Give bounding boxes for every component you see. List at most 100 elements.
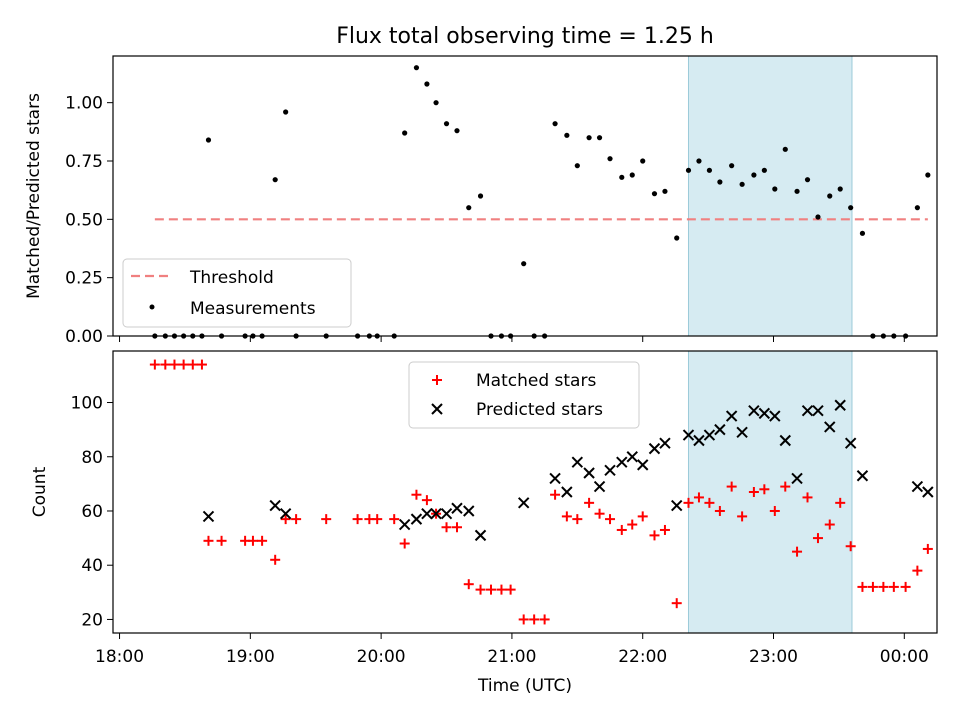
matched-star-point [812, 533, 823, 544]
measurement-point [629, 172, 635, 178]
measurement-point [782, 146, 788, 152]
bottom-legend-box [408, 361, 640, 429]
measurements-legend-marker [149, 304, 155, 310]
matched-stars-series [149, 359, 933, 625]
matched-star-point [922, 543, 933, 554]
matched-star-point [594, 508, 605, 519]
measurement-point [640, 158, 646, 164]
predicted-star-point [604, 464, 616, 477]
top-panel: Flux total observing time = 1.25 h 0.000… [24, 24, 938, 347]
predicted-star-point [410, 513, 423, 525]
bottom-panel: 20 40 60 80 100 18:00 19:00 20:00 21:00 22:00 23:… [30, 350, 938, 696]
top-legend: Threshold Measurements [122, 258, 352, 328]
bottom-y-tick-label: 80 [81, 448, 103, 468]
predicted-star-point [616, 456, 628, 468]
matched-star-point [187, 359, 198, 370]
predicted-star-point [648, 442, 661, 455]
matched-star-point [518, 614, 529, 625]
matched-star-point [280, 514, 291, 525]
measurement-point [804, 177, 811, 183]
predicted-marker-b [604, 464, 616, 477]
measurement-point [283, 109, 289, 115]
predicted-marker-b [648, 442, 661, 455]
measurement-point [914, 205, 920, 211]
measurement-point [717, 179, 723, 185]
predicted-star-point [758, 407, 771, 420]
predicted-star-point [801, 404, 814, 417]
predicted-star-point [474, 529, 487, 542]
bottom-axes-frame [112, 350, 938, 634]
matched-star-point [411, 489, 422, 500]
matched-star-point [867, 581, 878, 592]
matched-star-point [780, 481, 791, 492]
matched-star-point [572, 514, 583, 525]
top-y-ticks: 0.00 0.25 0.50 0.75 1.00 [65, 94, 113, 347]
matched-star-point [748, 487, 759, 497]
predicted-marker-b [812, 404, 824, 417]
predicted-star-point [856, 470, 869, 482]
matched-star-point [149, 359, 160, 370]
matched-star-point [845, 541, 856, 552]
x-tick-label: 00:00 [880, 647, 929, 667]
matched-star-point [550, 489, 561, 500]
x-tick-label: 20:00 [357, 647, 406, 667]
matched-star-point [291, 514, 302, 525]
predicted-star-point [430, 507, 442, 520]
predicted-marker-b [911, 480, 924, 493]
bottom-y-ticks: 20 40 60 80 100 [71, 394, 113, 630]
predicted-marker-b [398, 518, 411, 531]
measurement-point [272, 177, 278, 183]
matched-star-point [637, 511, 648, 522]
matched-star-point [441, 522, 452, 533]
predicted-star-point [421, 507, 433, 520]
matched-star-point [496, 584, 507, 595]
matched-star-point [421, 495, 432, 506]
matched-star-point [160, 359, 171, 370]
measurement-point [607, 156, 613, 162]
predicted-star-point [693, 434, 705, 447]
matched-star-point [399, 538, 410, 549]
measurement-point [739, 181, 745, 187]
predicted-marker-b [801, 404, 814, 417]
predicted-marker-b [593, 480, 606, 493]
predicted-marker-b [410, 513, 423, 525]
matched-legend-label: Matched stars [476, 371, 596, 391]
predicted-marker-b [571, 456, 584, 468]
measurement-point [564, 132, 570, 138]
x-axis-label: Time (UTC) [477, 676, 572, 696]
predicted-marker-b [616, 456, 628, 468]
predicted-marker-b [758, 407, 771, 420]
top-y-tick-label: 0.75 [65, 152, 103, 172]
top-shaded-region [687, 55, 853, 337]
measurement-point [751, 172, 757, 178]
predicted-marker-b [549, 472, 561, 485]
measurement-point [454, 128, 460, 134]
top-y-tick-label: 0.50 [65, 210, 103, 230]
measurement-point [413, 65, 420, 71]
matched-star-point [529, 614, 540, 625]
predicted-marker-b [682, 429, 695, 441]
matched-star-point [203, 535, 214, 546]
matched-star-point [888, 581, 899, 592]
measurement-point [827, 193, 833, 199]
predicted-marker-b [463, 505, 475, 517]
measurement-point [925, 172, 931, 178]
predicted-marker-b [791, 472, 803, 485]
measurement-point [521, 261, 527, 267]
predicted-marker-b [626, 451, 638, 463]
matched-star-point [539, 614, 550, 625]
predicted-star-point [834, 399, 846, 411]
predicted-star-point [593, 480, 606, 493]
predicted-marker-b [834, 399, 846, 411]
matched-star-point [835, 497, 846, 508]
measurement-point [729, 163, 735, 169]
matched-star-point [824, 519, 835, 530]
predicted-star-point [637, 459, 649, 471]
predicted-star-point [682, 429, 695, 441]
predicted-marker-b [922, 486, 934, 498]
matched-star-point [726, 481, 737, 492]
predicted-star-point [517, 497, 530, 509]
predicted-star-point [626, 451, 638, 463]
predicted-star-point [703, 429, 716, 441]
